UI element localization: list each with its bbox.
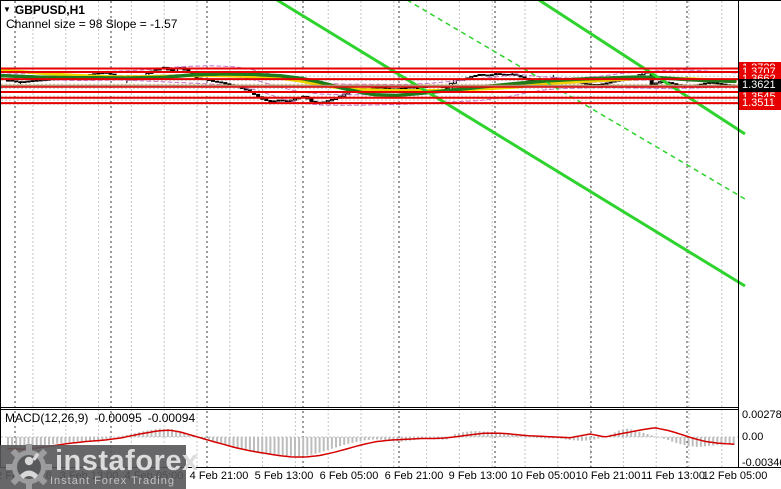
time-axis-label: 10 Feb 21:00	[575, 470, 641, 482]
macd-axis-label: -0.00346	[742, 457, 781, 470]
watermark: instaforex Instant Forex Trading	[0, 444, 198, 489]
macd-name: MACD(12,26,9)	[5, 411, 89, 425]
symbol-label: GBPUSD,H1	[14, 3, 85, 17]
bid-price-badge: 1.3621	[739, 79, 781, 93]
time-axis-label: 6 Feb 05:00	[319, 470, 379, 482]
macd-indicator-label: MACD(12,26,9) -0.00095 -0.00094	[5, 411, 201, 425]
time-axis-label: 9 Feb 13:00	[448, 470, 508, 482]
time-axis-label: 5 Feb 13:00	[254, 470, 314, 482]
macd-axis-label: 0.00278	[742, 409, 781, 422]
channel-info-label: Channel size = 98 Slope = -1.57	[6, 17, 178, 31]
symbol-dropdown-icon[interactable]: ▼	[3, 5, 11, 14]
macd-main-value: -0.00095	[94, 411, 142, 425]
time-axis-label: 10 Feb 05:00	[510, 470, 576, 482]
macd-axis[interactable]: 0.00278 0.00 -0.00346	[739, 407, 781, 470]
time-axis-label: 4 Feb 21:00	[189, 470, 249, 482]
macd-axis-label: 0.00	[742, 430, 764, 443]
symbol-title-row: ▼ GBPUSD,H1	[3, 3, 85, 17]
watermark-tagline: Instant Forex Trading	[50, 475, 175, 487]
time-axis-label: 12 Feb 05:00	[702, 470, 768, 482]
time-axis-label: 11 Feb 13:00	[640, 470, 706, 482]
watermark-brand-text: instaforex	[55, 445, 199, 477]
macd-signal-value: -0.00094	[147, 411, 196, 425]
price-axis[interactable]: 1.37301.37051.36801.36551.36301.36051.35…	[739, 0, 781, 467]
level-price-badge: 1.3511	[739, 96, 781, 110]
instaforex-gear-logo-icon	[6, 444, 52, 489]
time-axis-label: 6 Feb 21:00	[384, 470, 444, 482]
